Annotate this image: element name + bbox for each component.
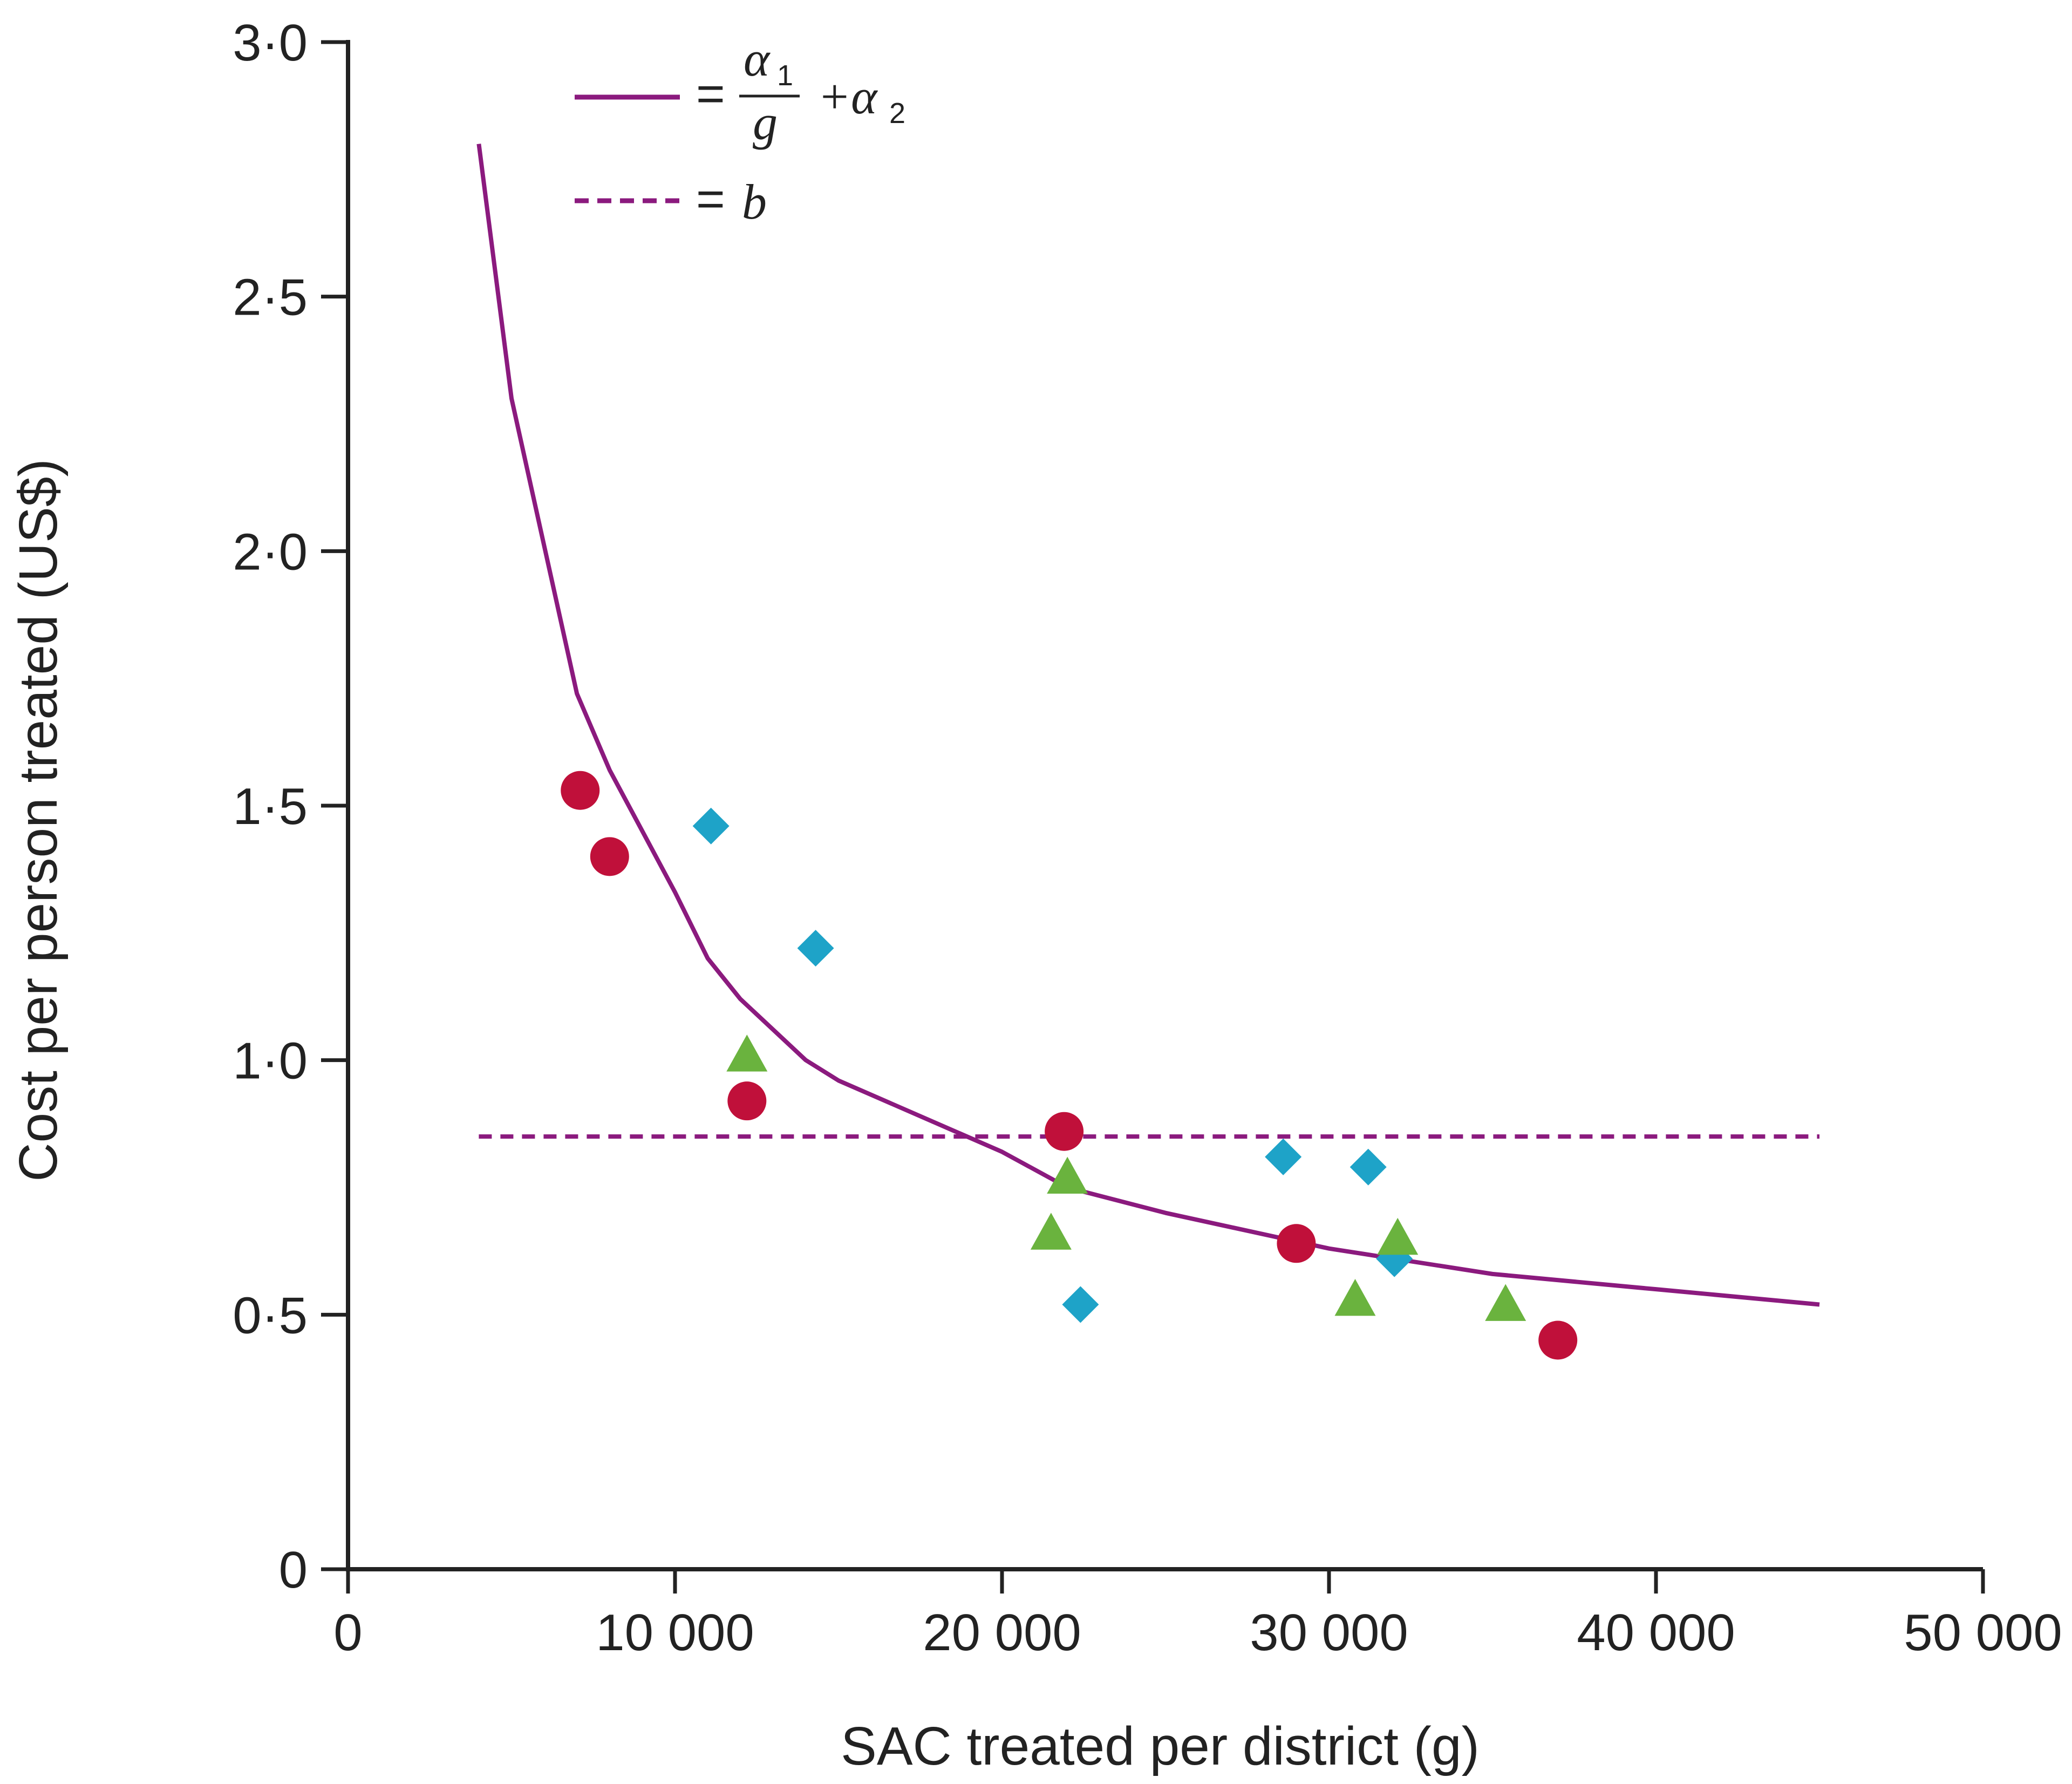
legend-b: b bbox=[742, 174, 767, 229]
diamond-point bbox=[692, 807, 730, 845]
diamond-point bbox=[1062, 1286, 1099, 1323]
legend: = α 1 g +α 2 = b bbox=[575, 31, 905, 229]
triangle-point bbox=[726, 1034, 768, 1072]
plot-area bbox=[476, 144, 1820, 1360]
legend-plus-alpha2: +α bbox=[817, 69, 878, 124]
x-tick-label: 20 000 bbox=[923, 1604, 1081, 1662]
y-tick-label: 2·0 bbox=[233, 523, 308, 581]
x-tick-label: 50 000 bbox=[1904, 1604, 2062, 1662]
circle-point bbox=[727, 1081, 767, 1121]
circle-point bbox=[1045, 1112, 1084, 1151]
x-axis-ticks: 0 10 000 20 000 30 000 40 000 50 000 bbox=[333, 1569, 2062, 1662]
y-tick-label: 1·0 bbox=[233, 1032, 308, 1090]
y-tick-label: 0 bbox=[279, 1541, 308, 1599]
legend-equals-1: = bbox=[696, 66, 725, 121]
y-axis-ticks: 0 0·5 1·0 1·5 2·0 2·5 3·0 bbox=[233, 14, 348, 1599]
circle-point bbox=[1277, 1224, 1316, 1263]
legend-equals-2: = bbox=[696, 172, 725, 227]
legend-alpha1-sub: 1 bbox=[777, 59, 793, 92]
circle-point bbox=[1538, 1320, 1578, 1360]
y-tick-label: 0·5 bbox=[233, 1286, 308, 1344]
legend-alpha1: α bbox=[744, 31, 771, 86]
legend-alpha2-sub: 2 bbox=[889, 97, 905, 130]
y-tick-label: 2·5 bbox=[233, 269, 308, 326]
diamond-point bbox=[797, 930, 834, 967]
diamond-point bbox=[1349, 1148, 1387, 1186]
x-tick-label: 40 000 bbox=[1577, 1604, 1735, 1662]
y-tick-label: 1·5 bbox=[233, 778, 308, 835]
fitted-curve bbox=[476, 144, 1820, 1307]
x-axis-label: SAC treated per district (g) bbox=[841, 1716, 1480, 1776]
circle-point bbox=[590, 837, 629, 876]
triangle-point bbox=[1030, 1213, 1072, 1250]
triangle-point bbox=[1334, 1279, 1376, 1316]
y-tick-label: 3·0 bbox=[233, 14, 308, 72]
x-tick-label: 30 000 bbox=[1250, 1604, 1408, 1662]
x-tick-label: 10 000 bbox=[596, 1604, 754, 1662]
triangle-point bbox=[1485, 1284, 1526, 1321]
circle-point bbox=[561, 771, 600, 810]
y-axis-label: Cost per person treated (US$) bbox=[8, 459, 69, 1182]
legend-g: g bbox=[753, 95, 778, 150]
x-tick-label: 0 bbox=[333, 1604, 362, 1662]
diamond-point bbox=[1265, 1138, 1302, 1175]
triangle-point bbox=[1047, 1156, 1088, 1194]
triangle-point bbox=[1377, 1217, 1419, 1255]
